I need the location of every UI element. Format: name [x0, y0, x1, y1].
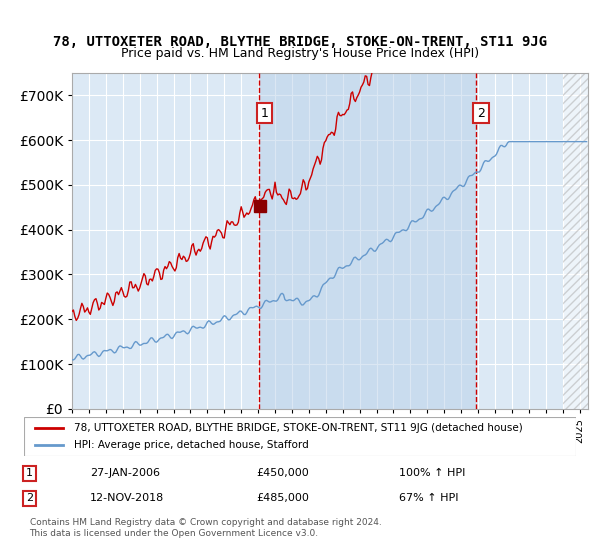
- Bar: [563, 73, 588, 409]
- Text: 27-JAN-2006: 27-JAN-2006: [90, 468, 160, 478]
- Text: 67% ↑ HPI: 67% ↑ HPI: [400, 493, 459, 503]
- Text: Contains HM Land Registry data © Crown copyright and database right 2024.
This d: Contains HM Land Registry data © Crown c…: [29, 519, 381, 538]
- Text: 100% ↑ HPI: 100% ↑ HPI: [400, 468, 466, 478]
- Bar: [259, 73, 476, 409]
- Text: 12-NOV-2018: 12-NOV-2018: [90, 493, 164, 503]
- Text: 1: 1: [260, 106, 268, 120]
- Text: £450,000: £450,000: [256, 468, 308, 478]
- FancyBboxPatch shape: [24, 417, 576, 456]
- Text: 2: 2: [477, 106, 485, 120]
- Text: £485,000: £485,000: [256, 493, 309, 503]
- Text: Price paid vs. HM Land Registry's House Price Index (HPI): Price paid vs. HM Land Registry's House …: [121, 46, 479, 60]
- Text: HPI: Average price, detached house, Stafford: HPI: Average price, detached house, Staf…: [74, 440, 308, 450]
- Text: 78, UTTOXETER ROAD, BLYTHE BRIDGE, STOKE-ON-TRENT, ST11 9JG (detached house): 78, UTTOXETER ROAD, BLYTHE BRIDGE, STOKE…: [74, 423, 523, 433]
- Text: 1: 1: [26, 468, 33, 478]
- Text: 2: 2: [26, 493, 33, 503]
- Text: 78, UTTOXETER ROAD, BLYTHE BRIDGE, STOKE-ON-TRENT, ST11 9JG: 78, UTTOXETER ROAD, BLYTHE BRIDGE, STOKE…: [53, 35, 547, 49]
